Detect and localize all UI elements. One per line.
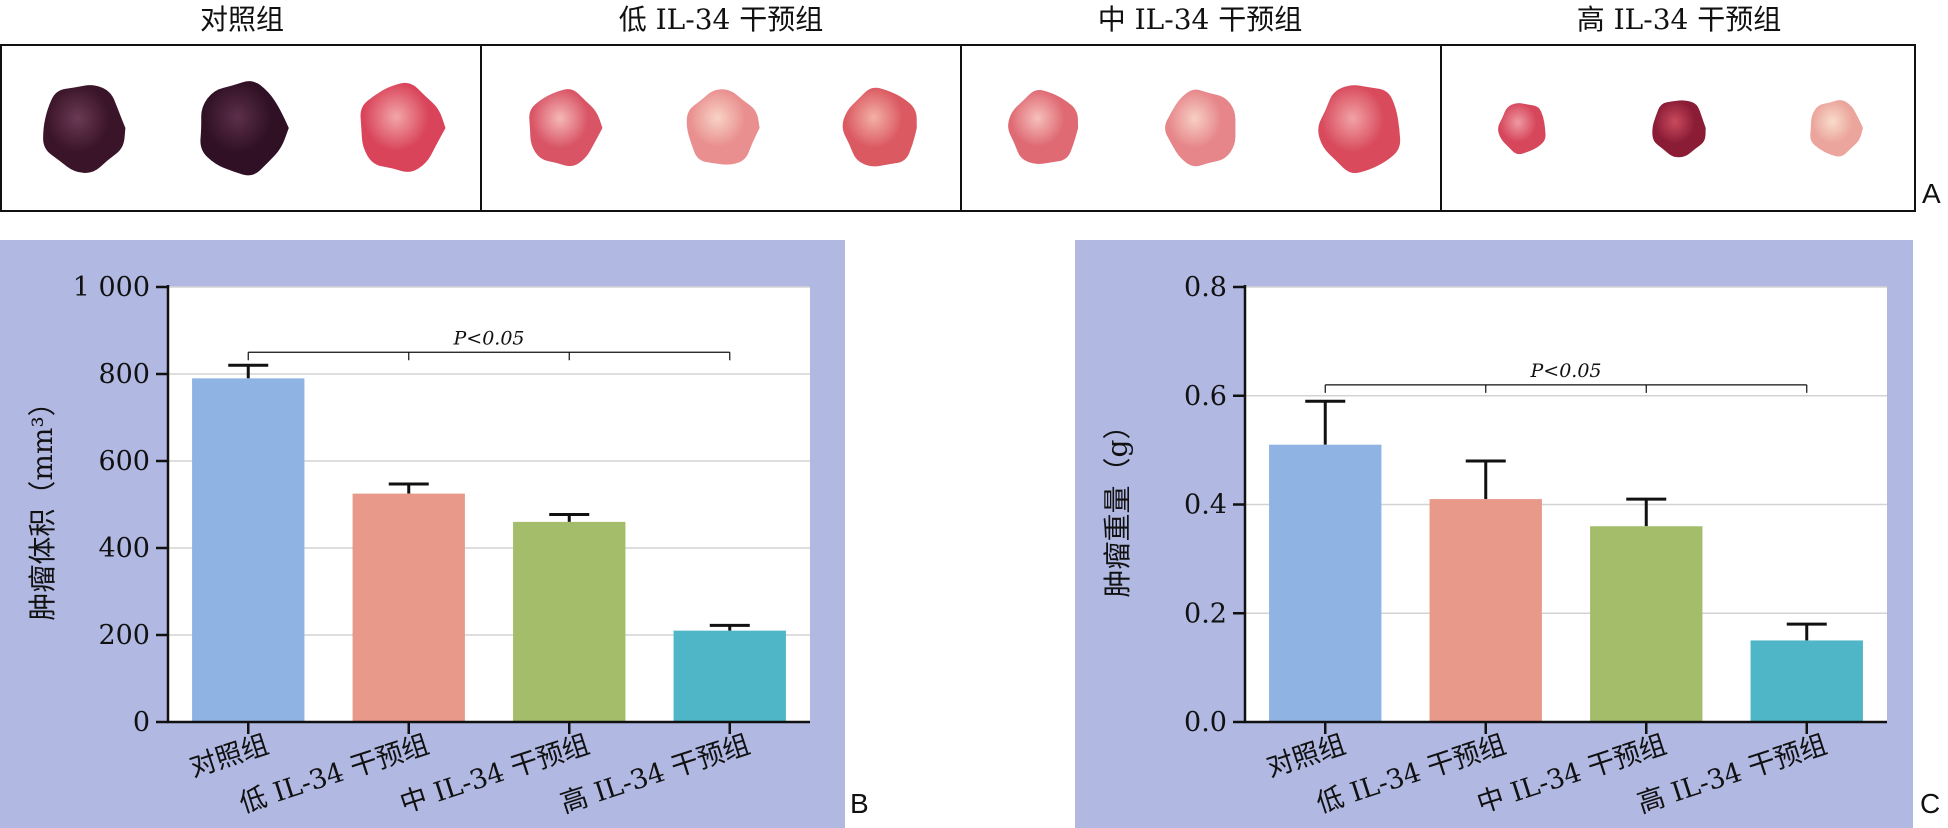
group-title-high-il34: 高 IL-34 干预组 (1576, 3, 1782, 36)
tumor-specimen (1165, 89, 1236, 167)
group-title-mid-il34: 中 IL-34 干预组 (1097, 3, 1303, 36)
bar (352, 493, 465, 722)
photo-box-control (0, 44, 482, 212)
tumor-photo-low-il34 (529, 87, 917, 167)
tumor-specimen (842, 87, 917, 167)
y-tick-label: 400 (98, 533, 150, 564)
bar (1590, 526, 1703, 722)
photo-box-low-il34 (480, 44, 962, 212)
tumor-photo-control (43, 81, 446, 176)
bar (1429, 499, 1542, 722)
significance-label: P<0.05 (1529, 360, 1601, 382)
tumor-photo-high-il34 (1498, 100, 1863, 158)
panel-letter-a: A (1922, 178, 1941, 209)
tumor-specimen (200, 81, 289, 176)
bar (673, 630, 786, 722)
tumor-specimen (529, 89, 603, 167)
significance-label: P<0.05 (452, 327, 524, 349)
y-tick-label: 0.8 (1184, 272, 1227, 303)
panel-letter-c: C (1920, 788, 1941, 819)
y-tick-label: 0.0 (1184, 707, 1227, 738)
y-tick-label: 200 (98, 620, 150, 651)
y-tick-label: 0.2 (1184, 598, 1227, 629)
y-tick-label: 600 (98, 446, 150, 477)
group-title-low-il34: 低 IL-34 干预组 (618, 3, 824, 36)
tumor-specimen (360, 82, 446, 172)
y-axis-label: 肿瘤重量（g） (1101, 412, 1134, 598)
tumor-specimen (1498, 103, 1546, 155)
photo-box-mid-il34 (960, 44, 1442, 212)
panel-letter-b: B (850, 788, 869, 819)
bar (1269, 444, 1382, 722)
photo-box-high-il34 (1440, 44, 1916, 212)
y-tick-label: 0 (133, 707, 150, 738)
tumor-specimen (1008, 90, 1079, 164)
tumor-specimen (1810, 100, 1863, 157)
tumor-photo-mid-il34 (1008, 85, 1401, 174)
tumor-specimen (1318, 85, 1401, 174)
y-tick-label: 800 (98, 359, 150, 390)
tumor-specimen (686, 89, 760, 165)
panel-a-tumor-photos: 对照组 低 IL-34 干预组 中 IL-34 干预组 高 IL-34 干预组 … (0, 0, 1948, 220)
bar (513, 521, 626, 722)
bar (1750, 640, 1863, 722)
y-axis-label: 肿瘤体积（mm³） (26, 388, 59, 620)
group-title-control: 对照组 (199, 3, 284, 36)
y-tick-label: 0.6 (1184, 381, 1227, 412)
bar (192, 378, 305, 722)
tumor-specimen (1652, 100, 1706, 158)
y-tick-label: 1 000 (73, 272, 150, 303)
y-tick-label: 0.4 (1184, 490, 1227, 521)
tumor-specimen (43, 85, 126, 173)
